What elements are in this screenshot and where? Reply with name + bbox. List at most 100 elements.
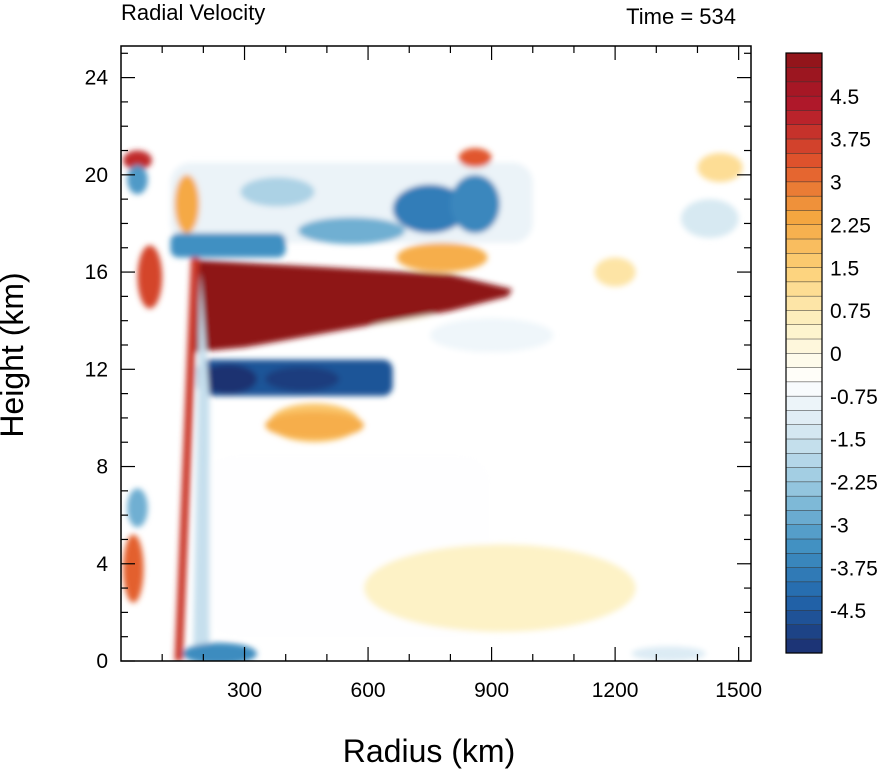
eyewall-inflow	[193, 272, 210, 661]
colorbar-bin	[785, 395, 823, 411]
colorbar-bin	[785, 124, 823, 140]
mid-outflow	[265, 411, 364, 439]
x-tick-label: 300	[227, 679, 262, 702]
weak-outer-inflow	[429, 318, 554, 353]
weak-far-inflow	[681, 199, 739, 239]
return-inflow-core	[199, 364, 257, 394]
colorbar-bin	[785, 81, 823, 97]
return-inflow-core-2	[265, 366, 340, 392]
colorbar-bin	[785, 195, 823, 211]
outflow-jet	[193, 259, 513, 353]
upper-outflow-4	[174, 174, 200, 234]
colorbar-bin	[785, 138, 823, 154]
colorbar-bin	[785, 152, 823, 168]
colorbar-frame	[785, 52, 823, 654]
colorbar-bin	[785, 524, 823, 540]
y-tick-label: 12	[85, 358, 108, 381]
x-tick-label: 1200	[592, 679, 639, 702]
colorbar-bin	[785, 52, 823, 68]
colorbar-bin	[785, 352, 823, 368]
colorbar-label: 1.5	[830, 257, 859, 280]
colorbar-bin	[785, 609, 823, 625]
eyewall-outflow	[174, 257, 200, 661]
upper-inflow-5	[240, 177, 315, 207]
x-tick-label: 900	[474, 679, 509, 702]
colorbar-label: -3	[830, 514, 849, 537]
colorbar-label: -0.75	[830, 386, 878, 409]
colorbar-bin	[785, 295, 823, 311]
colorbar-bin	[785, 409, 823, 425]
colorbar-bin	[785, 552, 823, 568]
weak-far-outflow	[697, 152, 743, 183]
colorbar-bin	[785, 481, 823, 497]
colorbar-bin	[785, 338, 823, 354]
upper-inflow-3	[392, 184, 467, 234]
colorbar-label: -3.75	[830, 557, 878, 580]
colorbar-bin	[785, 638, 823, 654]
upper-outflow-2	[458, 148, 492, 168]
colorbar-bin	[785, 267, 823, 283]
weak-mid-outflow	[363, 544, 636, 632]
weak-far-outflow-2	[594, 257, 636, 287]
colorbar-bin	[785, 252, 823, 268]
colorbar-bin	[785, 381, 823, 397]
colorbar-bin	[785, 538, 823, 554]
colorbar-bin	[785, 224, 823, 240]
colorbar-bin	[785, 67, 823, 83]
colorbar-label: -1.5	[830, 429, 866, 452]
upper-inflow-1	[170, 233, 286, 258]
y-tick-label: 8	[96, 456, 108, 479]
colorbar-label: -2.25	[830, 472, 878, 495]
heatmap-field	[123, 148, 743, 661]
x-axis-label: Radius (km)	[343, 733, 515, 769]
x-tick-label: 600	[351, 679, 386, 702]
y-tick-label: 16	[85, 261, 108, 284]
inner-inflow-2	[127, 165, 148, 195]
colorbar-bin	[785, 624, 823, 640]
colorbar-bin	[785, 567, 823, 583]
colorbar-bin	[785, 324, 823, 340]
y-tick-label: 20	[85, 164, 108, 187]
x-axis: 300 600 900 1200 1500	[161, 46, 762, 702]
colorbar-bin	[785, 367, 823, 383]
y-tick-label: 0	[96, 650, 108, 673]
colorbar-bin	[785, 209, 823, 225]
surface-inflow	[182, 642, 257, 661]
chart-subtitle: Time = 534	[626, 4, 736, 29]
x-tick-label: 1500	[715, 679, 762, 702]
colorbar-bin	[785, 238, 823, 254]
colorbar-bin	[785, 109, 823, 125]
upper-inflow-2	[298, 217, 406, 245]
upper-outflow-1	[396, 242, 488, 273]
colorbar-bin	[785, 595, 823, 611]
colorbar-bin	[785, 581, 823, 597]
upper-inflow-4	[450, 174, 500, 234]
colorbar-bin	[785, 495, 823, 511]
colorbar-bin	[785, 95, 823, 111]
colorbar-label: 2.25	[830, 214, 871, 237]
colorbar-bin	[785, 452, 823, 468]
chart-title: Radial Velocity	[121, 0, 265, 25]
colorbar-bin	[785, 509, 823, 525]
plot-frame	[120, 45, 752, 662]
upper-outflow-3	[123, 150, 152, 170]
weak-surface-inflow	[631, 646, 706, 661]
y-tick-label: 24	[85, 67, 109, 90]
colorbar-bin	[785, 424, 823, 440]
inner-outflow-1	[123, 534, 144, 603]
y-axis: 0 4 8 12 16 20 24	[85, 52, 751, 673]
colorbar-bin	[785, 281, 823, 297]
colorbar-label: 0	[830, 343, 842, 366]
inner-inflow-1	[127, 488, 148, 528]
colorbar-bin	[785, 167, 823, 183]
colorbar-bin	[785, 467, 823, 483]
colorbar-label: -4.5	[830, 600, 866, 623]
colorbar: 4.5 3.75 3 2.25 1.5 0.75 0 -0.75 -1.5 -2.25 -3 -3.7…	[785, 52, 878, 654]
colorbar-label: 0.75	[830, 300, 871, 323]
colorbar-bin	[785, 309, 823, 325]
colorbar-label: 3	[830, 172, 842, 195]
colorbar-bin	[785, 181, 823, 197]
y-axis-label: Height (km)	[0, 272, 30, 437]
inner-outflow-2	[137, 245, 163, 309]
